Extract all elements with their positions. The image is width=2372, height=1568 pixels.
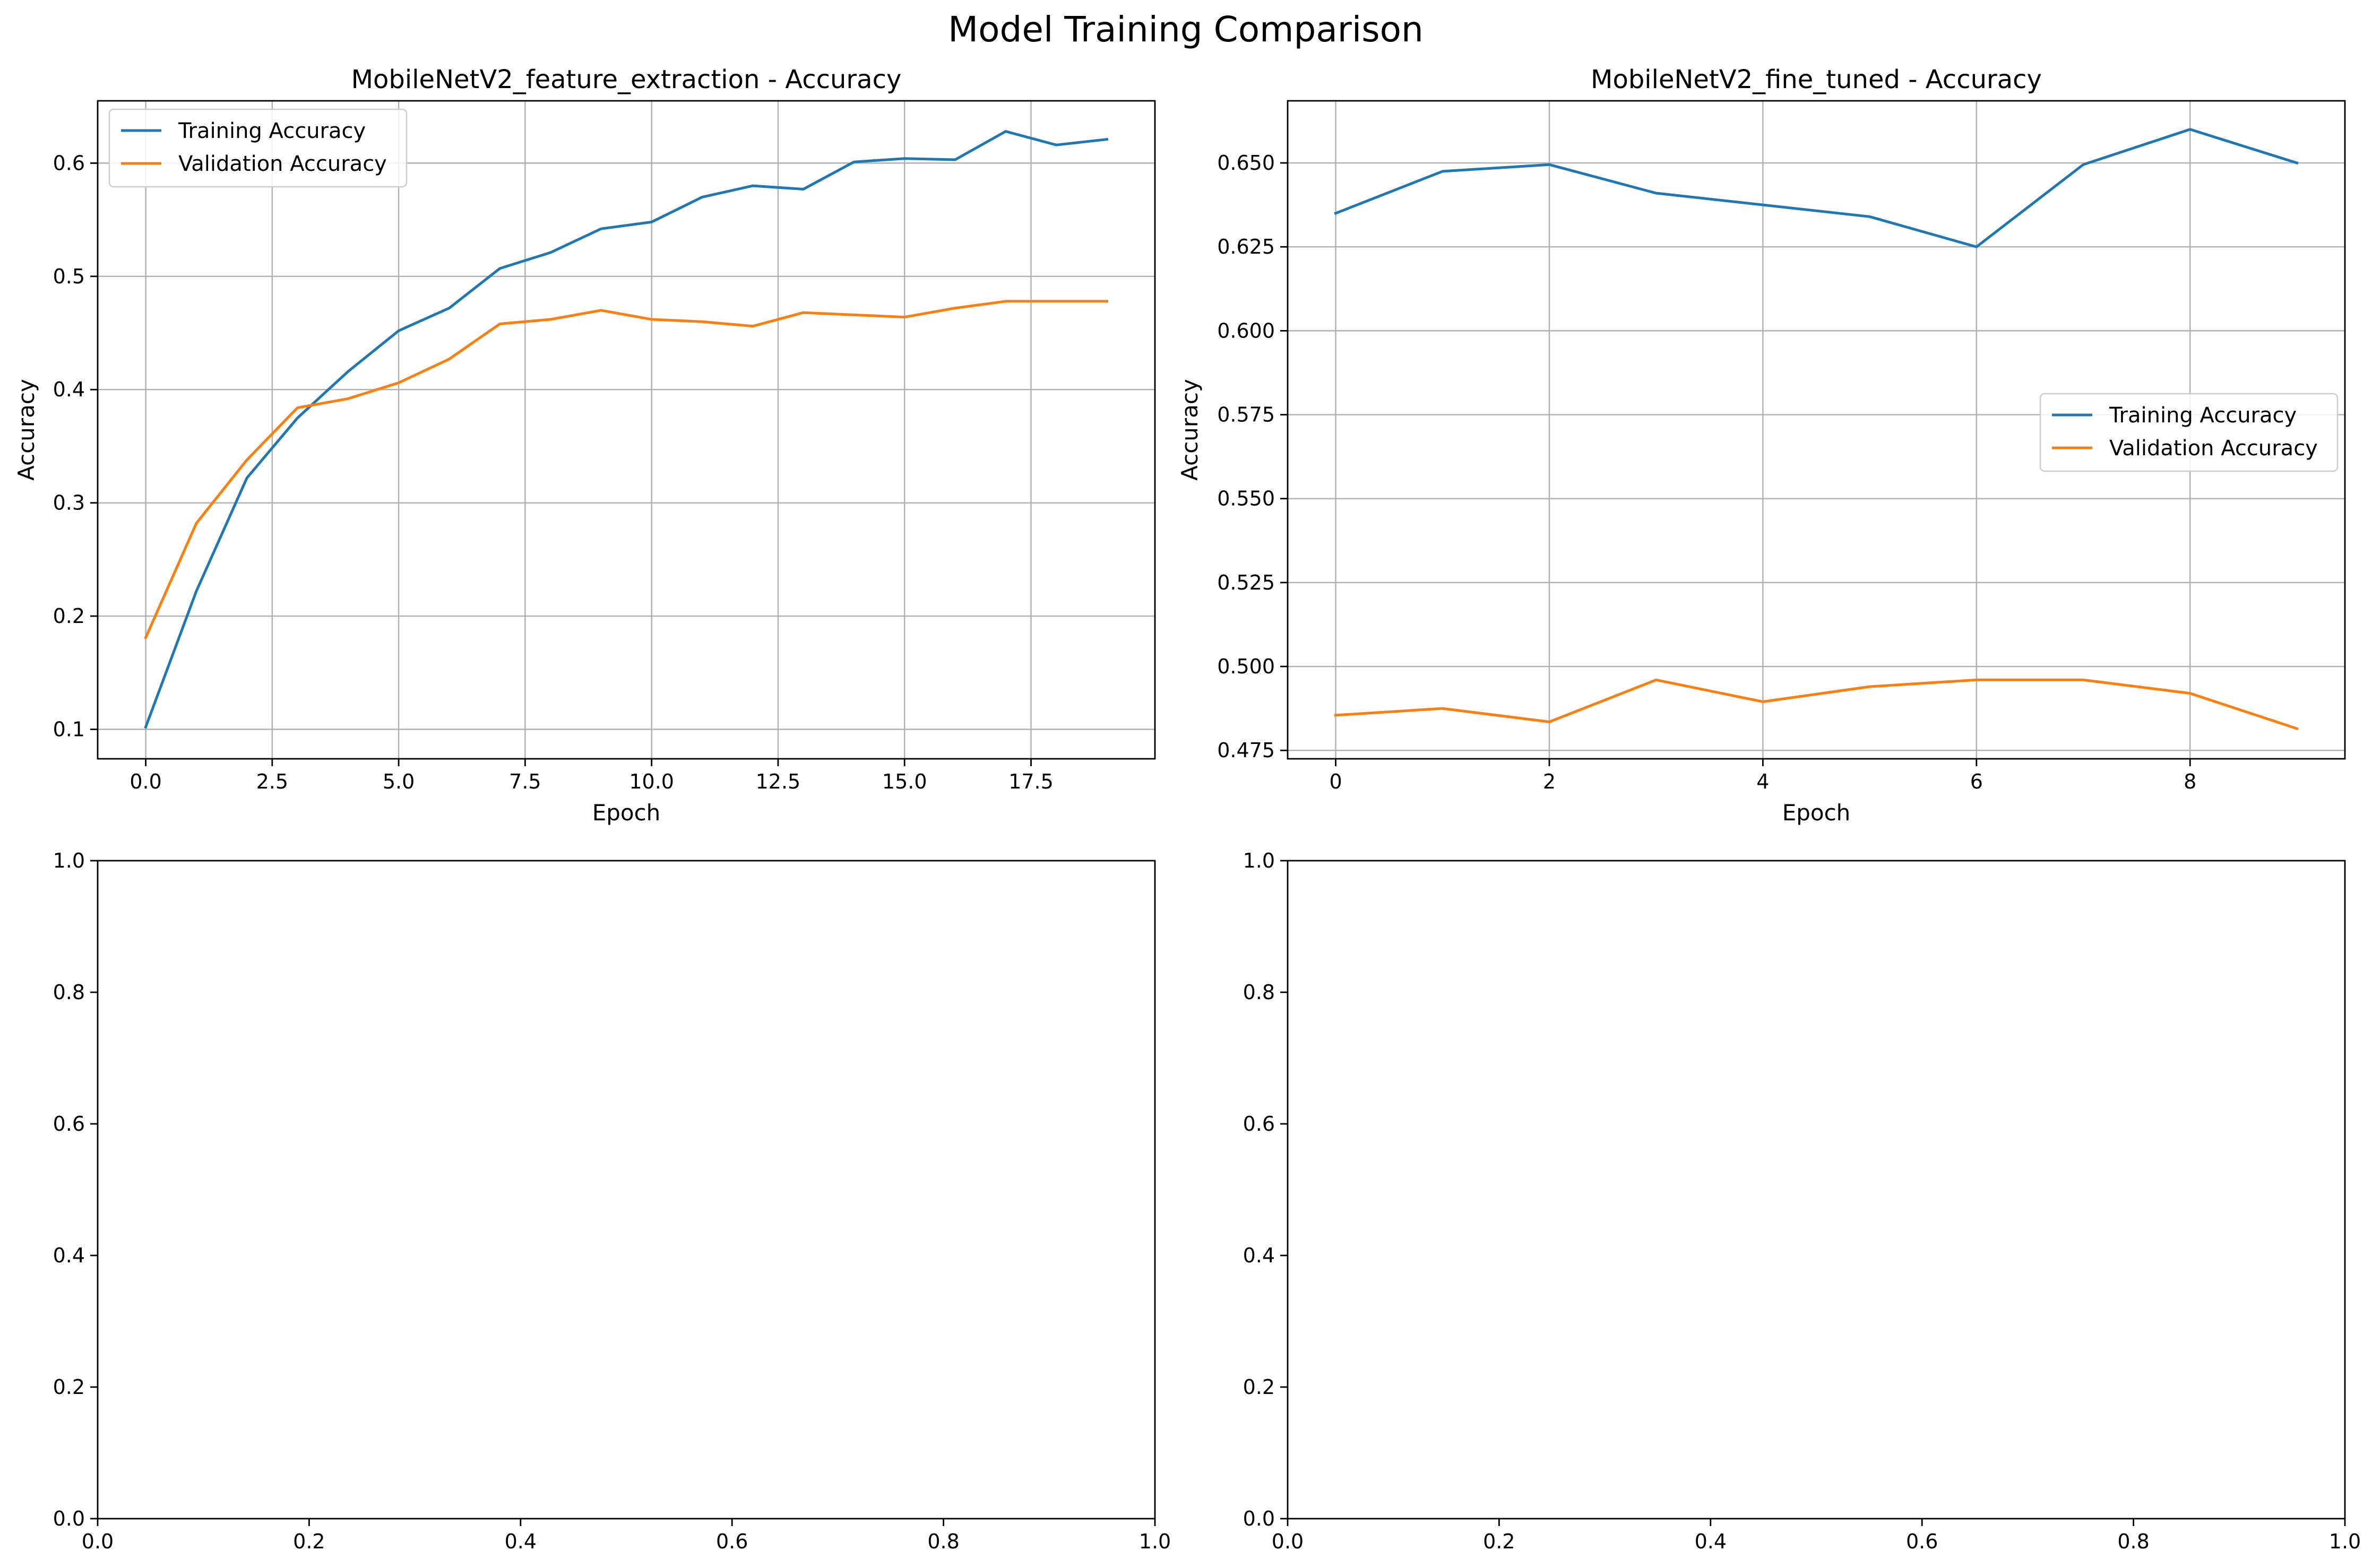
axes-frame [1287, 100, 2346, 760]
x-tick-label: 0.6 [1906, 1530, 1938, 1553]
x-tick-label: 0.2 [293, 1530, 325, 1553]
legend-label: Training Accuracy [2109, 403, 2297, 428]
chart-panel-3: 0.0 0.2 0.4 0.6 0.8 1.0 0.0 0.2 0.4 0.6 0.8 1.0 [53, 849, 1171, 1553]
chart-panel-4: 0.0 0.2 0.4 0.6 0.8 1.0 0.0 0.2 0.4 0.6 0.8 1.0 [1243, 849, 2361, 1553]
y-tick-label: 0.650 [1217, 151, 1275, 175]
legend-label: Validation Accuracy [178, 152, 387, 176]
series-line-training [1334, 128, 2299, 248]
x-tick-label: 0.0 [82, 1530, 114, 1553]
y-axis-label: Accuracy [1177, 379, 1203, 481]
x-tick-label: 8 [2184, 770, 2196, 793]
series-line-validation [144, 300, 1108, 639]
legend-frame [2039, 393, 2339, 472]
x-tick-label: 15.0 [882, 770, 927, 793]
x-tick-label: 0.0 [130, 770, 161, 793]
chart-panel-1: 0.0 2.5 5.0 7.5 10.0 12.5 15.0 17.5 0.1 0.2 0.3 0.4… [13, 65, 1156, 826]
y-tick-label: 0.500 [1217, 655, 1275, 678]
y-tick-label: 1.0 [1243, 849, 1275, 872]
x-tick-label: 17.5 [1008, 770, 1054, 793]
legend-frame [108, 108, 408, 188]
series-line-validation [1334, 678, 2299, 731]
axes-frame [97, 860, 1156, 1520]
x-tick-label: 0.6 [716, 1530, 748, 1553]
y-tick-label: 0.6 [53, 1112, 85, 1136]
y-tick-label: 0.8 [1243, 981, 1275, 1004]
legend-label: Validation Accuracy [2109, 436, 2318, 461]
legend: Training Accuracy Validation Accuracy [2039, 393, 2339, 472]
y-tick-label: 0.600 [1217, 319, 1275, 342]
axes-frame [1287, 860, 2346, 1520]
y-tick-label: 0.550 [1217, 487, 1275, 510]
y-tick-label: 0.525 [1217, 571, 1275, 594]
x-axis-label: Epoch [592, 800, 661, 826]
panels: 0.0 2.5 5.0 7.5 10.0 12.5 15.0 17.5 0.1 0.2 0.3 0.4… [13, 65, 2361, 1553]
y-tick-label: 0.4 [53, 1244, 85, 1267]
x-tick-label: 0.8 [927, 1530, 959, 1553]
y-tick-label: 0.1 [53, 718, 85, 741]
y-tick-label: 0.2 [1243, 1375, 1275, 1399]
legend: Training Accuracy Validation Accuracy [108, 108, 408, 188]
x-tick-label: 5.0 [383, 770, 415, 793]
x-tick-label: 1.0 [2329, 1530, 2361, 1553]
y-tick-label: 0.8 [53, 981, 85, 1004]
x-tick-label: 0 [1329, 770, 1342, 793]
chart-title: MobileNetV2_feature_extraction - Accurac… [351, 65, 902, 94]
x-tick-label: 7.5 [509, 770, 541, 793]
x-tick-label: 2.5 [256, 770, 288, 793]
y-tick-label: 0.6 [53, 151, 85, 175]
x-tick-label: 0.8 [2117, 1530, 2149, 1553]
y-tick-label: 0.4 [53, 378, 85, 401]
y-tick-label: 0.575 [1217, 403, 1275, 427]
x-tick-label: 2 [1543, 770, 1556, 793]
axes-frame [97, 100, 1156, 760]
y-tick-label: 0.2 [53, 604, 85, 628]
x-tick-label: 1.0 [1139, 1530, 1171, 1553]
series-line-training [144, 130, 1109, 729]
x-tick-label: 0.4 [1695, 1530, 1727, 1553]
y-tick-label: 0.0 [1243, 1507, 1275, 1530]
chart-panel-2: 0 2 4 6 8 0.475 0.500 0.525 0.550 0.575 0.600 0.625… [1177, 65, 2346, 826]
chart-title: MobileNetV2_fine_tuned - Accuracy [1591, 65, 2042, 94]
x-axis-label: Epoch [1782, 800, 1851, 826]
y-tick-label: 0.5 [53, 265, 85, 288]
x-tick-label: 0.0 [1272, 1530, 1304, 1553]
figure-title: Model Training Comparison [948, 9, 1424, 50]
x-tick-label: 4 [1756, 770, 1769, 793]
y-tick-label: 0.6 [1243, 1112, 1275, 1136]
y-tick-label: 1.0 [53, 849, 85, 872]
x-tick-label: 0.2 [1483, 1530, 1515, 1553]
y-tick-label: 0.0 [53, 1507, 85, 1530]
y-tick-label: 0.475 [1217, 739, 1275, 762]
y-tick-label: 0.4 [1243, 1244, 1275, 1267]
legend-label: Training Accuracy [178, 119, 366, 143]
x-tick-label: 10.0 [629, 770, 674, 793]
y-tick-label: 0.3 [53, 491, 85, 515]
x-tick-label: 0.4 [505, 1530, 537, 1553]
y-tick-label: 0.2 [53, 1375, 85, 1399]
y-tick-label: 0.625 [1217, 235, 1275, 258]
x-tick-label: 6 [1970, 770, 1983, 793]
y-axis-label: Accuracy [13, 379, 39, 481]
x-tick-label: 12.5 [756, 770, 801, 793]
